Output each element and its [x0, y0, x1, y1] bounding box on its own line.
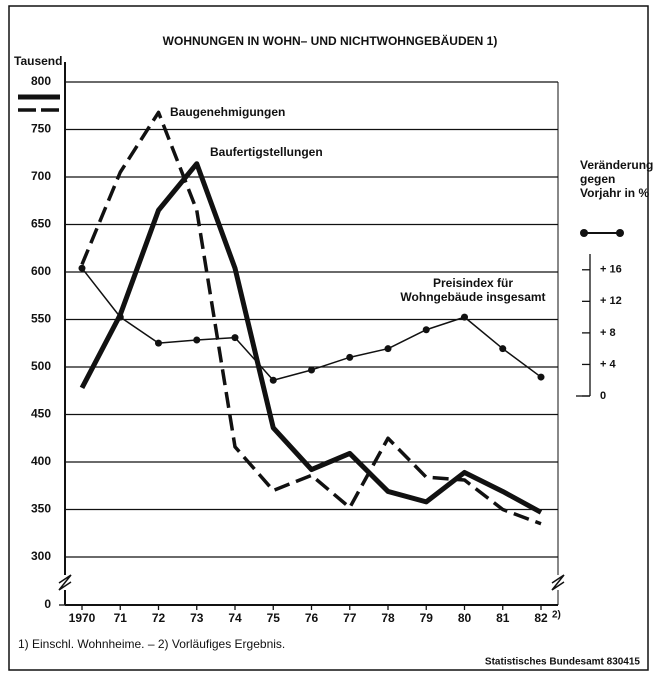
x-tick-label: 1970 — [69, 611, 96, 625]
point — [308, 366, 315, 374]
source: Statistisches Bundesamt 830415 — [485, 657, 641, 668]
y2-tick-label: + 12 — [600, 295, 622, 307]
point — [346, 353, 354, 361]
x-tick-label: 75 — [267, 611, 281, 625]
axis-break — [58, 574, 72, 591]
x-tick-label: 71 — [114, 611, 128, 625]
y-tick-label: 450 — [31, 407, 51, 421]
y-tick-label: 650 — [31, 217, 51, 231]
y2-tick-label: + 4 — [600, 358, 616, 370]
point — [193, 336, 201, 344]
y-tick-label: 500 — [31, 359, 51, 373]
x-tick-label: 78 — [381, 611, 395, 625]
x-tick-label: 77 — [343, 611, 357, 625]
point — [231, 334, 239, 342]
chart-title: WOHNUNGEN IN WOHN– UND NICHTWOHNGEBÄUDEN… — [163, 33, 498, 48]
series-line — [80, 110, 542, 526]
y2-tick-label: + 16 — [600, 264, 622, 276]
x-tick-label: 81 — [496, 611, 510, 625]
series-label: Preisindex für Wohngebäude insgesamt — [400, 276, 546, 304]
y-tick-label: 750 — [31, 122, 51, 136]
x-tick-label: 73 — [190, 611, 204, 625]
axis-break — [551, 574, 565, 591]
y-tick-label: 700 — [31, 169, 51, 183]
x-tick-note: 2) — [552, 610, 561, 621]
point — [116, 313, 124, 321]
x-tick-label: 82 — [534, 611, 548, 625]
y2-axis-label: Veränderung gegen Vorjahr in % — [580, 158, 654, 200]
y2-tick-label: 0 — [600, 390, 606, 402]
y-tick-label: 350 — [31, 502, 51, 516]
footnote: 1) Einschl. Wohnheime. – 2) Vorläufiges … — [18, 637, 285, 651]
legend-icon — [616, 229, 624, 237]
point — [499, 345, 507, 353]
point — [537, 373, 545, 381]
y-axis-label: Tausend — [14, 54, 62, 68]
point — [155, 339, 162, 347]
point — [422, 326, 430, 334]
series-label: Baugenehmigungen — [170, 105, 285, 119]
y-tick-label: 600 — [31, 264, 51, 278]
x-tick-label: 80 — [458, 611, 472, 625]
legend-icon — [580, 229, 588, 237]
y-tick-label: 0 — [44, 597, 51, 611]
y2-tick-label: + 8 — [600, 327, 616, 339]
y-tick-label: 300 — [31, 549, 51, 563]
frame — [8, 5, 649, 671]
y-tick-label: 550 — [31, 312, 51, 326]
point — [461, 313, 468, 321]
point — [269, 376, 277, 384]
series-line — [79, 161, 543, 515]
series-label: Baufertigstellungen — [210, 145, 323, 159]
x-tick-label: 74 — [228, 611, 242, 625]
x-tick-label: 76 — [305, 611, 319, 625]
y-tick-label: 400 — [31, 454, 51, 468]
point — [384, 345, 392, 353]
x-tick-label: 72 — [152, 611, 166, 625]
x-tick-label: 79 — [420, 611, 434, 625]
y-tick-label: 800 — [31, 74, 51, 88]
point — [78, 264, 86, 272]
